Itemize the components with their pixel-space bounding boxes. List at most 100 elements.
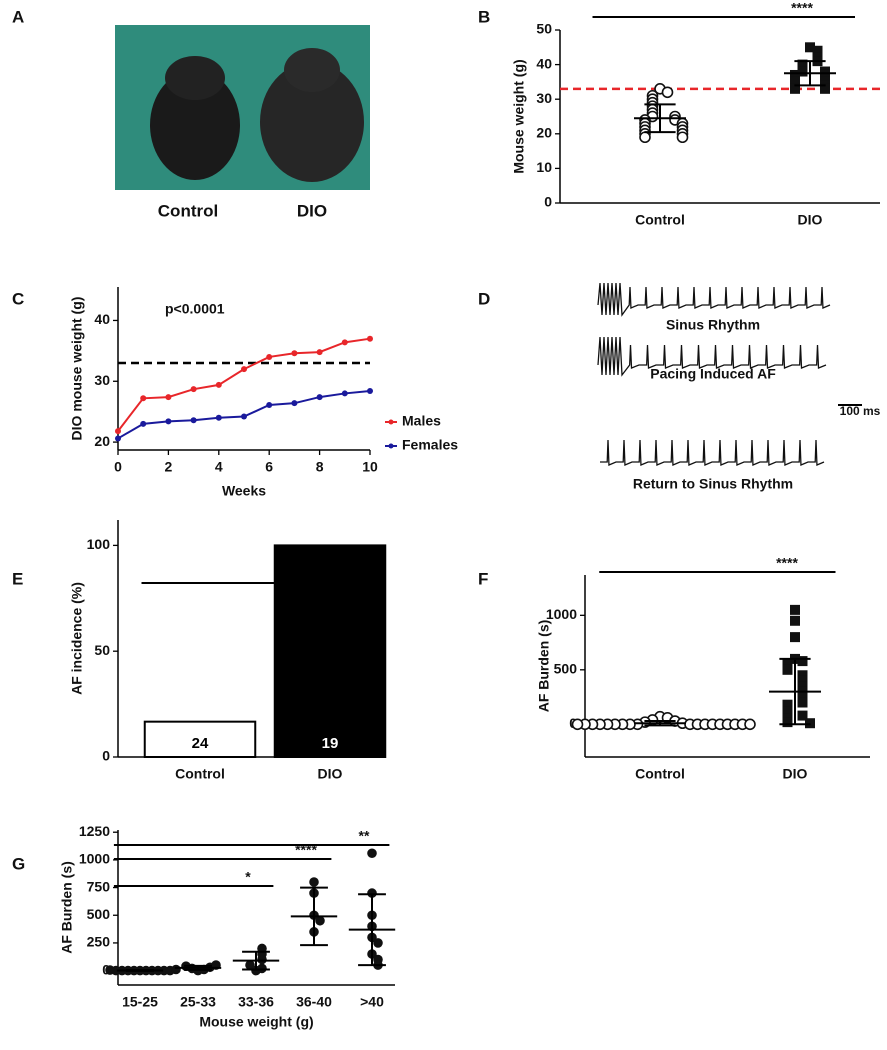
data-point: [291, 350, 298, 357]
y-axis-label: AF incidence (%): [69, 582, 85, 695]
mouse: [150, 70, 240, 180]
y-tick-label: 40: [94, 311, 110, 327]
annotation: p<0.0001: [165, 301, 225, 317]
data-point: [782, 699, 793, 710]
photo-label: DIO: [297, 201, 327, 220]
x-tick-label: DIO: [318, 766, 343, 782]
y-tick-label: 30: [536, 90, 552, 106]
data-point: [797, 697, 808, 708]
data-point: [316, 394, 323, 401]
data-point: [171, 964, 181, 975]
y-tick-label: 20: [94, 433, 110, 449]
panel-letter: F: [478, 569, 488, 588]
data-point: [245, 960, 255, 970]
y-tick-label: 20: [536, 125, 552, 141]
legend-marker: [388, 419, 394, 425]
y-axis-label: AF Burden (s): [536, 620, 552, 713]
data-point: [661, 86, 674, 99]
data-point: [782, 664, 793, 675]
data-point: [797, 66, 808, 77]
y-tick-label: 500: [87, 906, 111, 922]
photo-label: Control: [158, 201, 218, 220]
data-point: [190, 386, 197, 393]
y-tick-label: 50: [536, 21, 552, 37]
data-point: [241, 366, 247, 373]
data-point: [367, 848, 377, 859]
legend-label: Females: [402, 437, 458, 453]
panel-letter: A: [12, 7, 24, 26]
legend-marker: [388, 443, 394, 449]
y-tick-label: 1250: [79, 823, 110, 839]
y-tick-label: 0: [544, 194, 552, 210]
x-tick-label: 15-25: [122, 994, 158, 1010]
data-point: [797, 675, 808, 686]
x-tick-label: Control: [635, 212, 685, 228]
data-point: [820, 83, 830, 94]
y-tick-label: 1000: [546, 606, 577, 622]
y-tick-label: 30: [94, 372, 110, 388]
data-point: [805, 718, 815, 729]
mouse-head: [284, 48, 340, 92]
data-point: [676, 131, 689, 144]
x-tick-label: 25-33: [180, 994, 216, 1010]
data-point: [115, 435, 121, 442]
legend-label: Males: [402, 413, 441, 429]
x-tick-label: Control: [635, 766, 685, 782]
y-tick-label: 40: [536, 55, 552, 71]
data-point: [257, 963, 267, 974]
y-tick-label: 1000: [79, 851, 110, 867]
data-point: [165, 418, 172, 425]
data-point: [782, 706, 793, 717]
x-tick-label: 4: [215, 459, 223, 475]
trace-label: Pacing Induced AF: [650, 366, 776, 382]
data-point: [140, 420, 147, 427]
data-point: [790, 615, 800, 626]
count-label: 19: [322, 735, 339, 752]
data-point: [341, 390, 348, 397]
data-point: [797, 710, 808, 721]
data-point: [790, 83, 800, 94]
data-point: [797, 670, 808, 681]
ecg-trace: [600, 439, 825, 466]
x-tick-label: 6: [265, 459, 273, 475]
bar: [273, 544, 387, 759]
data-point: [215, 381, 222, 388]
x-axis-label: Mouse weight (g): [199, 1014, 313, 1030]
panel-letter: G: [12, 854, 25, 873]
data-point: [266, 401, 273, 408]
mouse: [260, 62, 364, 182]
mouse-head: [165, 56, 225, 100]
data-point: [215, 414, 222, 421]
y-tick-label: 750: [87, 878, 111, 894]
y-tick-label: 50: [94, 642, 110, 658]
x-tick-label: >40: [360, 994, 384, 1010]
data-point: [820, 69, 830, 80]
data-point: [316, 349, 323, 356]
data-point: [367, 388, 373, 395]
y-tick-label: 500: [554, 661, 578, 677]
significance-label: **: [359, 828, 370, 844]
data-point: [571, 718, 584, 731]
panel-letter: B: [478, 7, 490, 26]
data-point: [115, 428, 121, 435]
ecg-trace: [597, 336, 827, 377]
x-tick-label: Control: [175, 766, 225, 782]
data-point: [241, 413, 247, 420]
panel-letter: E: [12, 569, 23, 588]
y-tick-label: 100: [87, 536, 111, 552]
y-axis-label: DIO mouse weight (g): [69, 297, 85, 441]
data-point: [140, 395, 147, 402]
trace-label: Sinus Rhythm: [666, 317, 760, 333]
y-tick-label: 0: [102, 748, 110, 764]
data-point: [782, 717, 793, 728]
data-point: [805, 42, 815, 53]
data-point: [367, 335, 373, 342]
significance-label: *: [245, 869, 251, 885]
significance-label: ****: [791, 0, 813, 16]
x-axis-label: Weeks: [222, 483, 266, 499]
x-tick-label: 33-36: [238, 994, 274, 1010]
data-point: [782, 659, 793, 670]
y-axis-label: Mouse weight (g): [511, 59, 527, 173]
y-tick-label: 250: [87, 934, 111, 950]
